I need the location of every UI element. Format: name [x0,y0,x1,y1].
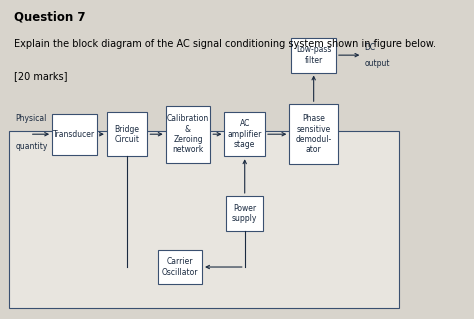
Bar [9,131,399,308]
Text: Bridge
Circuit: Bridge Circuit [115,124,140,144]
Bar [52,114,97,155]
Bar [227,196,263,231]
Text: output: output [365,59,390,68]
Bar [292,38,336,72]
Text: quantity: quantity [16,142,48,151]
Text: Question 7: Question 7 [14,11,85,24]
Text: Power
supply: Power supply [232,204,257,223]
Text: Low-pass
filter: Low-pass filter [296,45,331,65]
Text: Explain the block diagram of the AC signal conditioning system shown in figure b: Explain the block diagram of the AC sign… [14,39,436,49]
Bar [289,104,338,164]
Text: Calibration
&
Zeroing
network: Calibration & Zeroing network [167,114,209,154]
Text: Phase
sensitive
demodul-
ator: Phase sensitive demodul- ator [295,114,332,154]
Text: AC
amplifier
stage: AC amplifier stage [228,119,262,149]
Text: Physical: Physical [16,114,47,123]
Bar [157,250,202,285]
Text: [20 marks]: [20 marks] [14,71,67,81]
Text: DC: DC [365,43,375,52]
Bar [165,106,210,163]
Text: Transducer: Transducer [54,130,95,139]
Bar [107,112,147,156]
Text: Carrier
Oscillator: Carrier Oscillator [162,257,198,277]
Bar [225,112,265,156]
